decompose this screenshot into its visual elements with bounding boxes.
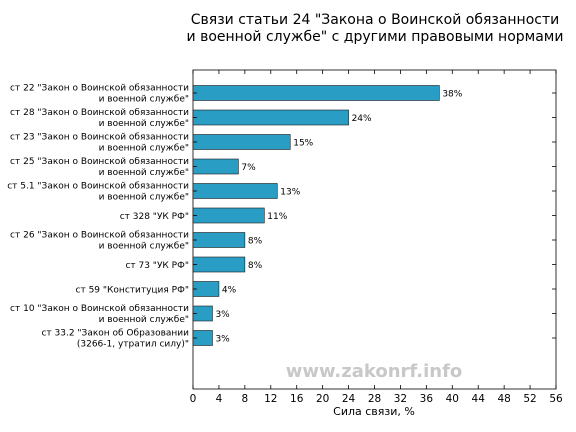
bar-4 [192,183,278,199]
bar-7 [192,256,246,273]
bar-value-label-3: 7% [241,163,256,173]
x-tick-label-16: 16 [290,393,304,405]
category-label-3-line-1: ст 25 "Закон о Воинской обязанности [10,157,189,167]
x-tick-label-4: 4 [216,393,223,405]
x-tick-label-48: 48 [497,393,510,405]
category-label-9-line-2: и военной службе" [99,315,189,325]
bar-1 [192,109,349,126]
bar-0 [192,85,440,101]
x-tick-label-28: 28 [368,393,381,405]
category-label-7: ст 73 "УК РФ" [125,261,189,271]
category-label-1-line-1: ст 28 "Закон о Воинской обязанности [10,108,189,118]
x-axis-label: Сила связи, % [333,405,415,418]
x-tick-label-40: 40 [446,393,459,405]
x-tick-label-0: 0 [190,393,197,405]
x-tick-label-20: 20 [316,393,329,405]
category-label-5: ст 328 "УК РФ" [120,212,189,222]
chart-title-line-2: и военной службе" с другими правовыми но… [187,29,564,45]
category-label-10-line-2: (3266-1, утратил силу)" [77,340,189,350]
category-label-1-line-2: и военной службе" [99,119,189,129]
x-tick-label-52: 52 [523,393,536,405]
x-tick-label-32: 32 [394,393,407,405]
watermark: www.zakonrf.info [286,361,463,382]
bar-value-label-0: 38% [442,90,462,100]
bar-value-label-9: 3% [215,310,230,320]
category-label-10-line-1: ст 33.2 "Закон об Образовании [41,329,189,339]
category-label-0-line-2: и военной службе" [99,95,189,105]
category-label-2-line-2: и военной службе" [99,144,189,154]
x-tick-label-36: 36 [420,393,434,405]
x-tick-label-56: 56 [549,393,563,405]
bar-value-label-8: 4% [222,286,237,296]
category-label-6-line-1: ст 26 "Закон о Воинской обязанности [10,231,189,241]
x-tick-label-8: 8 [242,393,249,405]
category-label-2-line-1: ст 23 "Закон о Воинской обязанности [10,133,189,143]
bar-value-label-5: 11% [267,212,287,222]
category-label-3-line-2: и военной службе" [99,168,189,178]
category-label-0-line-1: ст 22 "Закон о Воинской обязанности [10,84,189,94]
x-tick-label-44: 44 [472,393,486,405]
bar-6 [192,232,246,248]
x-tick-label-12: 12 [264,393,277,405]
x-tick-label-24: 24 [342,393,356,405]
bar-5 [192,207,265,224]
category-label-9-line-1: ст 10 "Закон о Воинской обязанности [10,304,189,314]
category-label-4-line-1: ст 5.1 "Закон о Воинской обязанности [7,182,189,192]
bar-value-label-7: 8% [248,261,263,271]
bar-value-label-4: 13% [280,188,300,198]
chart-title-line-1: Связи статьи 24 "Закона о Воинской обяза… [191,12,559,28]
category-label-4-line-2: и военной службе" [99,193,189,203]
bar-value-label-2: 15% [293,139,313,149]
bar-2 [192,134,291,150]
category-label-8: ст 59 "Конституция РФ" [76,286,189,296]
category-label-6-line-2: и военной службе" [99,242,189,252]
bar-3 [192,158,239,175]
bar-value-label-6: 8% [248,237,263,247]
bar-value-label-1: 24% [352,114,372,124]
bar-value-label-10: 3% [215,335,230,345]
